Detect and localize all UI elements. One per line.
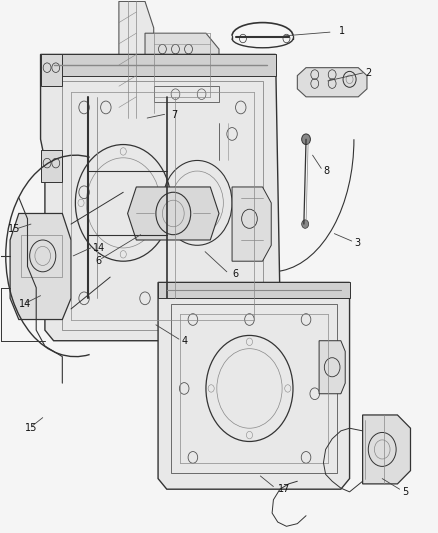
- Circle shape: [302, 134, 311, 144]
- Text: 8: 8: [323, 166, 329, 176]
- Text: 15: 15: [25, 423, 38, 433]
- Polygon shape: [319, 341, 345, 394]
- Text: 6: 6: [232, 270, 238, 279]
- Text: 5: 5: [402, 487, 408, 497]
- Polygon shape: [232, 187, 271, 261]
- Text: 1: 1: [339, 26, 345, 36]
- Text: 6: 6: [95, 256, 101, 266]
- Polygon shape: [127, 187, 219, 240]
- Text: 3: 3: [354, 238, 360, 248]
- Polygon shape: [145, 33, 219, 113]
- Text: 14: 14: [93, 243, 105, 253]
- Polygon shape: [41, 54, 280, 341]
- Text: 7: 7: [171, 110, 177, 120]
- Text: 15: 15: [8, 224, 20, 235]
- Text: 2: 2: [365, 68, 371, 78]
- Polygon shape: [41, 150, 62, 182]
- Circle shape: [302, 220, 309, 228]
- Polygon shape: [297, 68, 367, 97]
- Polygon shape: [119, 2, 154, 118]
- Text: 14: 14: [19, 298, 31, 309]
- Text: 17: 17: [278, 484, 290, 494]
- Polygon shape: [149, 118, 228, 160]
- Polygon shape: [45, 54, 276, 76]
- Polygon shape: [158, 282, 350, 489]
- Polygon shape: [10, 214, 71, 319]
- Polygon shape: [363, 415, 410, 484]
- Polygon shape: [41, 54, 62, 86]
- Polygon shape: [158, 282, 350, 298]
- Text: 4: 4: [182, 336, 188, 346]
